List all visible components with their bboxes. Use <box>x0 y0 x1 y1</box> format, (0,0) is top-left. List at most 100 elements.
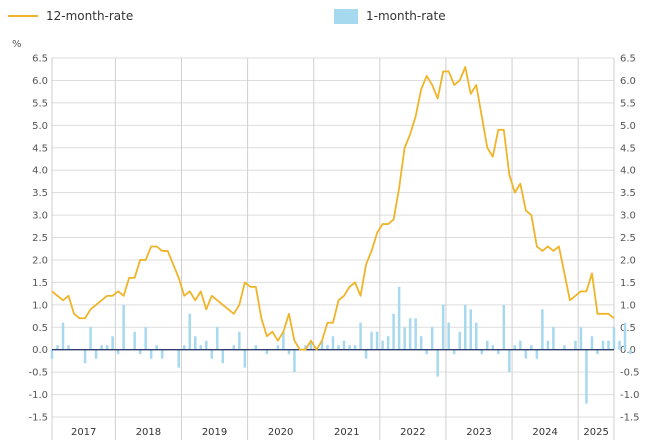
bar-1-month-rate[interactable] <box>623 322 627 350</box>
bar-1-month-rate[interactable] <box>452 349 456 355</box>
bar-1-month-rate[interactable] <box>105 345 109 350</box>
bar-1-month-rate[interactable] <box>144 327 147 350</box>
bar-1-month-rate[interactable] <box>100 345 103 350</box>
bar-1-month-rate[interactable] <box>342 340 346 350</box>
bar-1-month-rate[interactable] <box>408 318 412 350</box>
bar-1-month-rate[interactable] <box>541 309 544 350</box>
bar-1-month-rate[interactable] <box>199 345 203 350</box>
bar-1-month-rate[interactable] <box>210 349 214 359</box>
bar-1-month-rate[interactable] <box>364 349 368 359</box>
bar-1-month-rate[interactable] <box>160 349 164 359</box>
y-tick-label-right: 5.0 <box>620 121 636 132</box>
bar-1-month-rate[interactable] <box>61 322 65 350</box>
bar-1-month-rate[interactable] <box>574 340 577 350</box>
bar-1-month-rate[interactable] <box>94 349 98 359</box>
bar-1-month-rate[interactable] <box>612 327 616 350</box>
bar-1-month-rate[interactable] <box>232 345 236 350</box>
bar-1-month-rate[interactable] <box>486 340 489 350</box>
bar-1-month-rate[interactable] <box>221 349 225 364</box>
bar-1-month-rate[interactable] <box>254 345 258 350</box>
bar-1-month-rate[interactable] <box>596 349 599 355</box>
legend-item-1-month-rate[interactable]: 1-month-rate <box>334 5 446 27</box>
bar-1-month-rate[interactable] <box>458 331 461 350</box>
bar-1-month-rate[interactable] <box>397 286 401 350</box>
bar-1-month-rate[interactable] <box>519 340 522 350</box>
bar-1-month-rate[interactable] <box>111 336 114 350</box>
bar-1-month-rate[interactable] <box>375 331 379 350</box>
bar-1-month-rate[interactable] <box>392 313 395 350</box>
bar-1-month-rate[interactable] <box>563 345 566 350</box>
bar-1-month-rate[interactable] <box>177 349 180 368</box>
bar-1-month-rate[interactable] <box>491 345 495 350</box>
bar-1-month-rate[interactable] <box>326 345 329 350</box>
y-tick-label-left: 2.0 <box>32 255 48 266</box>
bar-1-month-rate[interactable] <box>403 327 406 350</box>
bar-1-month-rate[interactable] <box>370 331 373 350</box>
bar-1-month-rate[interactable] <box>133 331 136 350</box>
bar-1-month-rate[interactable] <box>276 345 280 350</box>
bar-1-month-rate[interactable] <box>83 349 87 364</box>
bar-1-month-rate[interactable] <box>590 336 594 350</box>
bar-1-month-rate[interactable] <box>425 349 428 355</box>
bar-1-month-rate[interactable] <box>320 340 324 350</box>
bar-1-month-rate[interactable] <box>386 336 390 350</box>
line-12-month-rate[interactable] <box>51 66 615 351</box>
bar-1-month-rate[interactable] <box>530 345 533 350</box>
bar-1-month-rate[interactable] <box>441 304 445 350</box>
bar-1-month-rate[interactable] <box>282 331 285 350</box>
bar-1-month-rate[interactable] <box>463 304 467 350</box>
bar-1-month-rate[interactable] <box>331 336 335 350</box>
bar-1-month-rate[interactable] <box>508 349 511 373</box>
bar-1-month-rate[interactable] <box>67 345 70 350</box>
bar-1-month-rate[interactable] <box>601 340 605 350</box>
bar-1-month-rate[interactable] <box>293 349 296 373</box>
bar-1-month-rate[interactable] <box>155 345 158 350</box>
bar-1-month-rate[interactable] <box>430 327 434 350</box>
bar-1-month-rate[interactable] <box>138 349 142 355</box>
bar-1-month-rate[interactable] <box>629 349 632 355</box>
bar-1-month-rate[interactable] <box>447 322 450 350</box>
legend-item-12-month-rate[interactable]: 12-month-rate <box>8 5 133 27</box>
bar-1-month-rate[interactable] <box>436 349 439 377</box>
bar-1-month-rate[interactable] <box>337 345 340 350</box>
bar-1-month-rate[interactable] <box>381 340 384 350</box>
bar-1-month-rate[interactable] <box>552 327 555 350</box>
bar-1-month-rate[interactable] <box>579 327 583 350</box>
bar-1-month-rate[interactable] <box>265 349 269 355</box>
bar-1-month-rate[interactable] <box>205 340 208 350</box>
bar-1-month-rate[interactable] <box>469 309 472 350</box>
bar-1-month-rate[interactable] <box>524 349 528 359</box>
bar-1-month-rate[interactable] <box>194 336 197 350</box>
bar-1-month-rate[interactable] <box>513 345 517 350</box>
bar-1-month-rate[interactable] <box>149 349 153 359</box>
y-tick-label-right: 5.5 <box>620 98 636 109</box>
bar-1-month-rate[interactable] <box>304 345 307 350</box>
bar-1-month-rate[interactable] <box>585 349 588 404</box>
bar-1-month-rate[interactable] <box>188 313 191 350</box>
bar-1-month-rate[interactable] <box>480 349 484 355</box>
bar-1-month-rate[interactable] <box>607 340 610 350</box>
bar-1-month-rate[interactable] <box>56 345 59 350</box>
bar-1-month-rate[interactable] <box>89 327 92 350</box>
bar-1-month-rate[interactable] <box>348 345 351 350</box>
bar-1-month-rate[interactable] <box>287 349 291 355</box>
bar-1-month-rate[interactable] <box>502 304 506 350</box>
bar-1-month-rate[interactable] <box>497 349 500 355</box>
bar-1-month-rate[interactable] <box>353 345 357 350</box>
bar-1-month-rate[interactable] <box>243 349 247 368</box>
bar-1-month-rate[interactable] <box>546 340 550 350</box>
bar-1-month-rate[interactable] <box>475 322 478 350</box>
bar-1-month-rate[interactable] <box>618 340 621 350</box>
bar-1-month-rate[interactable] <box>414 318 417 350</box>
bar-1-month-rate[interactable] <box>50 349 54 359</box>
bar-1-month-rate[interactable] <box>535 349 539 359</box>
bar-1-month-rate[interactable] <box>122 304 125 350</box>
bar-1-month-rate[interactable] <box>116 349 120 355</box>
bar-1-month-rate[interactable] <box>182 345 186 350</box>
bar-1-month-rate[interactable] <box>238 331 241 350</box>
bar-1-month-rate[interactable] <box>216 327 219 350</box>
bar-1-month-rate[interactable] <box>359 322 362 350</box>
bar-1-month-rate[interactable] <box>309 340 313 350</box>
y-tick-label-right: 3.0 <box>620 211 636 222</box>
bar-1-month-rate[interactable] <box>419 336 423 350</box>
